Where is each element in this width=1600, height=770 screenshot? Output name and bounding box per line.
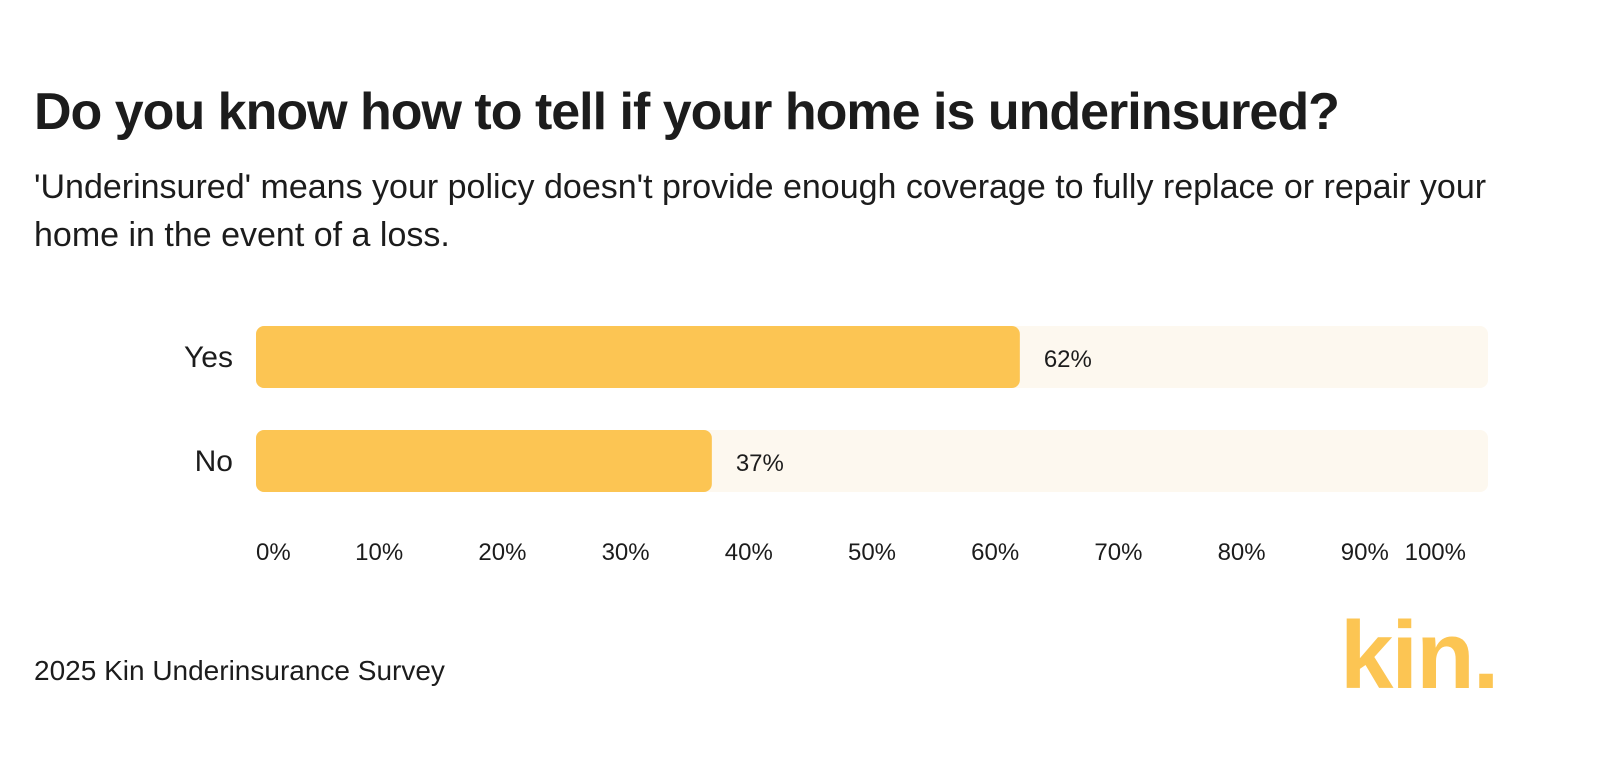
bar-yes [256, 326, 1020, 388]
source-note: 2025 Kin Underinsurance Survey [34, 655, 445, 686]
x-tick-label: 90% [1341, 539, 1389, 566]
kin-logo: kin. [1340, 602, 1499, 709]
page-title: Do you know how to tell if your home is … [34, 83, 1340, 141]
x-tick-label: 100% [1405, 539, 1466, 566]
bar-chart: Yes 62% No 37% 0% 10% 20% 30% 40% 50% 60% 70% 80% 90%… [184, 326, 1488, 566]
x-tick-label: 0% [256, 539, 291, 566]
x-tick-label: 40% [725, 539, 773, 566]
x-tick-label: 50% [848, 539, 896, 566]
page-subtitle: 'Underinsured' means your policy doesn't… [34, 168, 1487, 254]
value-label: 62% [1044, 346, 1092, 373]
x-tick-label: 70% [1094, 539, 1142, 566]
bar-no [256, 430, 712, 492]
x-tick-label: 20% [478, 539, 526, 566]
category-label: No [195, 445, 233, 478]
x-tick-label: 80% [1218, 539, 1266, 566]
category-label: Yes [184, 341, 233, 374]
value-label: 37% [736, 450, 784, 477]
x-tick-label: 30% [602, 539, 650, 566]
x-tick-label: 60% [971, 539, 1019, 566]
x-tick-label: 10% [355, 539, 403, 566]
